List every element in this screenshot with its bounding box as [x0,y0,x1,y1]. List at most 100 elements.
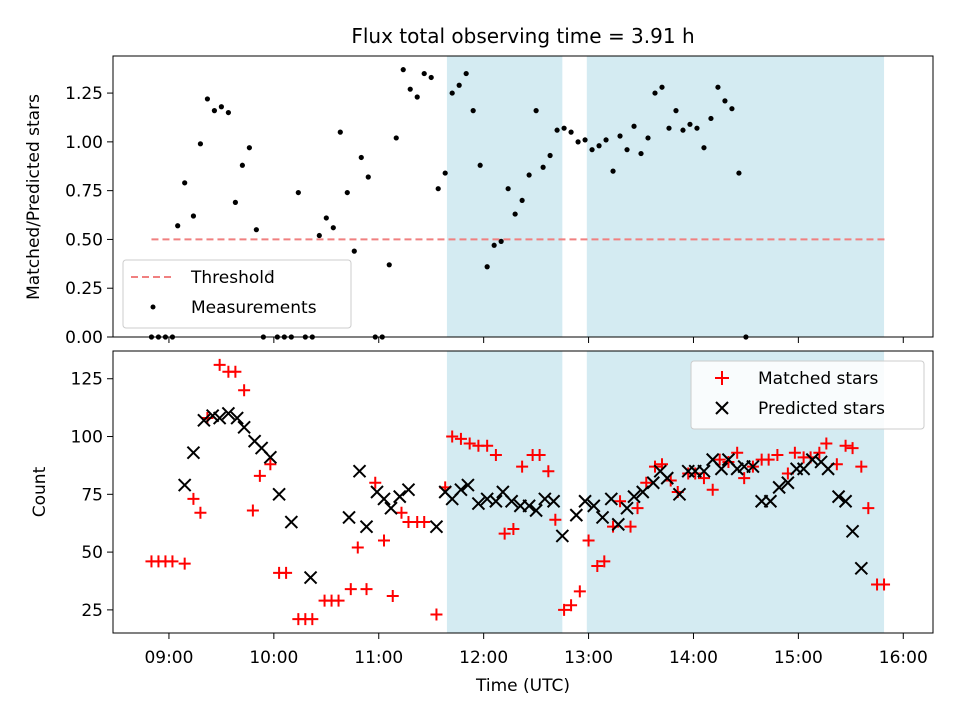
measurement-point [715,84,721,90]
predicted-star-point [230,411,244,425]
measurement-point [182,180,188,186]
matched-star-point [280,566,293,579]
matched-star-point [418,516,431,529]
shaded-interval-2 [586,56,885,337]
predicted-star-point [611,517,625,532]
measurement-point [666,125,672,131]
predicted-star-point [212,411,227,425]
predicted-star-point [697,464,711,478]
matched-star-point [481,439,494,452]
measurement-point [386,262,392,268]
matched-star-point [582,534,595,547]
predicted-star-point [359,519,374,534]
bottom-y-tick-label: 75 [81,485,103,505]
bottom-legend: Matched stars Predicted stars [690,360,925,430]
predicted-star-point [529,503,543,518]
predicted-star-point [672,487,687,502]
predicted-star-point [781,476,795,490]
predicted-star-point [546,494,561,508]
matched-stars-points [145,358,891,626]
matched-star-point [591,559,604,572]
predicted-star-point [522,499,536,513]
measurement-point [400,67,406,73]
predicted-star-point [763,494,778,508]
measurement-point [211,108,218,114]
matched-star-point [194,506,207,519]
measurement-point [498,238,504,244]
matched-star-point [738,472,751,485]
predicted-star-point [237,420,251,434]
measurement-point [316,232,322,239]
top-measurement-points [148,67,749,340]
bottom-axes-frame [112,350,934,634]
measurement-point [225,109,231,116]
bottom-y-axis-label: Count [30,466,50,517]
matched-star-point [839,439,852,452]
matched-star-point [631,502,644,515]
predicted-legend-label: Predicted stars [758,399,885,419]
measurement-point [393,135,399,141]
measurement-point [330,225,336,231]
predicted-star-point [504,494,519,508]
predicted-star-point [461,478,475,492]
measurement-point [701,145,707,151]
measurement-point [519,197,525,204]
matched-star-point [846,442,859,455]
predicted-star-point [838,494,853,508]
bottom-y-tick-label: 100 [71,428,103,448]
measurement-point [218,104,225,110]
matched-star-point [378,534,391,547]
shaded-interval-1 [446,351,563,633]
bottom-panel: 25 50 75 100 125 09:00 10:00 11:00 12:00 13:00 14… [30,350,934,696]
measurement-point [337,129,343,135]
measurement-point [505,186,511,192]
measurement-point [491,242,497,248]
measurement-point [533,108,539,114]
matched-star-point [549,513,562,526]
measurement-point [197,141,204,147]
matched-star-point [697,472,710,485]
predicted-star-point [595,510,610,525]
measurement-point [470,108,476,114]
matched-star-point [332,594,345,607]
measurement-point [694,125,700,131]
top-y-tick-label: 0.25 [65,279,103,299]
matched-star-point [516,460,529,473]
predicted-star-point [627,489,641,504]
measurement-point [463,70,469,77]
measurement-point [175,223,181,229]
matched-star-point [360,583,373,596]
predicted-star-point [646,476,660,490]
measurement-point [687,121,693,127]
predicted-star-point [401,482,416,497]
measurement-point [449,90,455,96]
measurement-point [526,172,532,178]
x-axis-label: Time (UTC) [475,676,570,696]
predicted-star-point [821,462,835,476]
top-y-tick-label: 1.00 [65,133,103,153]
predicted-star-point [352,464,367,478]
measurement-point [295,189,301,196]
measurement-point [561,125,567,131]
measurement-point [652,90,658,96]
predicted-star-point [620,501,634,515]
measurement-point [239,162,245,168]
predicted-star-point [587,499,601,513]
bottom-y-tick-label: 25 [81,601,103,621]
matched-star-point [386,590,399,603]
predicted-star-point [538,492,552,506]
bottom-legend-box [690,360,925,430]
top-y-tick-label: 0.00 [65,328,103,348]
measurement-point [603,137,609,143]
predicted-star-point [578,494,592,508]
predicted-star-point [393,489,407,504]
matched-star-point [598,555,611,568]
top-x-ticks [168,337,904,343]
measurement-point [540,164,546,170]
measurement-point [631,123,637,129]
measurement-point [722,98,728,104]
matched-star-point [395,506,408,519]
measurement-point [232,199,238,205]
predicted-star-point [480,492,494,506]
predicted-star-point [384,501,398,515]
